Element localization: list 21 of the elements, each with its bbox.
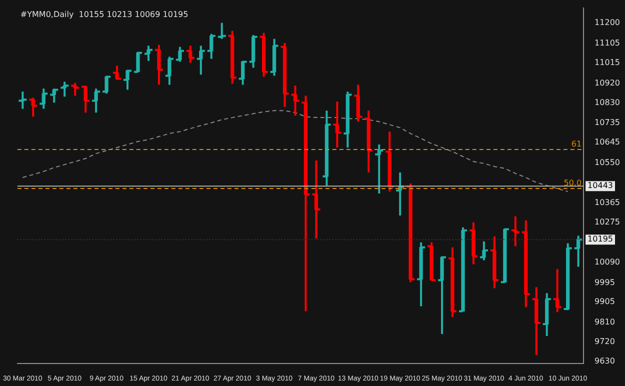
ref-line-label: 10443 [588,181,614,190]
y-tick-label: 10550 [594,158,620,168]
annotation: 61 [571,140,582,149]
y-tick-label: 9995 [594,278,615,287]
y-tick-label: 10645 [594,138,620,147]
y-tick-label: 10090 [594,257,620,266]
y-tick-label: 9905 [594,297,615,306]
y-tick-label: 10920 [594,78,620,88]
y-tick-label: 11200 [594,18,620,27]
y-tick-label: 10365 [594,198,620,208]
y-tick-label: 9810 [594,318,615,327]
annotation: 50.0 [564,178,582,188]
ref-line-label: 10195 [588,234,614,244]
y-tick-label: 10830 [594,98,620,107]
y-tick-label: 10275 [594,217,620,226]
chart-title: #YMM0,Daily 10155 10213 10069 10195 [20,10,188,19]
y-tick-label: 9630 [594,356,615,366]
y-tick-label: 11015 [594,58,620,67]
y-tick-label: 10735 [594,118,620,128]
y-tick-label: 11105 [594,38,620,48]
y-tick-label: 9720 [594,337,615,346]
